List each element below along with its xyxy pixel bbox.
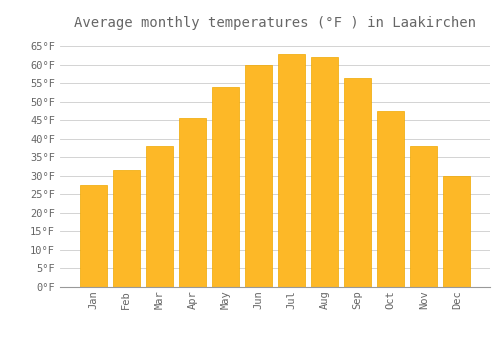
- Bar: [278, 54, 305, 287]
- Bar: [146, 146, 173, 287]
- Bar: [410, 146, 438, 287]
- Bar: [344, 78, 371, 287]
- Bar: [377, 111, 404, 287]
- Bar: [444, 176, 470, 287]
- Title: Average monthly temperatures (°F ) in Laakirchen: Average monthly temperatures (°F ) in La…: [74, 16, 476, 30]
- Bar: [80, 185, 106, 287]
- Bar: [112, 170, 140, 287]
- Bar: [179, 118, 206, 287]
- Bar: [311, 57, 338, 287]
- Bar: [212, 87, 239, 287]
- Bar: [245, 65, 272, 287]
